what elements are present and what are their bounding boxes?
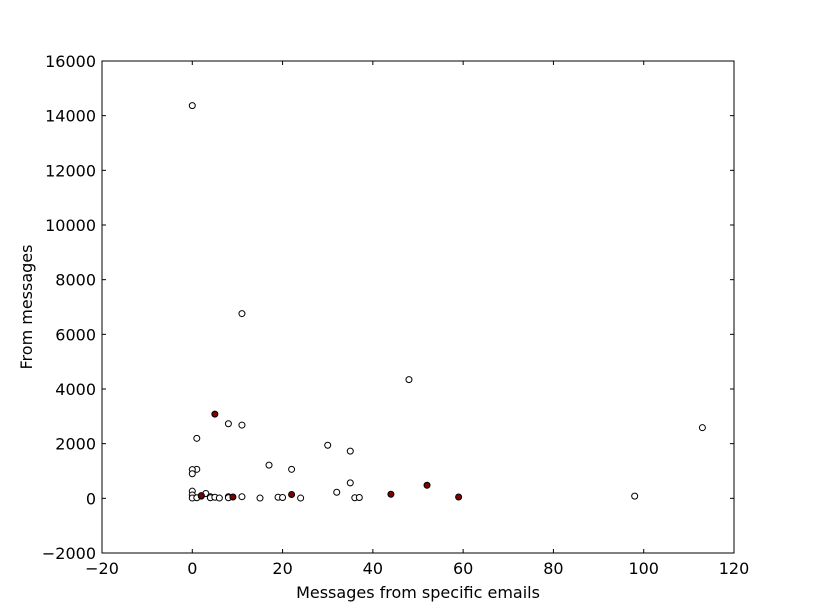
scatter-point xyxy=(423,481,431,489)
y-tick-label: 14000 xyxy=(45,107,96,126)
scatter-point xyxy=(238,493,246,501)
scatter-point xyxy=(333,488,341,496)
points-layer xyxy=(188,102,706,502)
scatter-point xyxy=(211,410,219,418)
scatter-point xyxy=(193,434,201,442)
y-tick-label: 12000 xyxy=(45,161,96,180)
x-tick-label: 20 xyxy=(272,559,292,578)
scatter-point xyxy=(631,492,639,500)
scatter-point xyxy=(288,465,296,473)
scatter-point xyxy=(197,492,205,500)
y-tick-label: 0 xyxy=(86,489,96,508)
y-tick-label: 2000 xyxy=(55,435,96,454)
scatter-point xyxy=(265,461,273,469)
x-tick-label: 100 xyxy=(628,559,659,578)
scatter-point xyxy=(256,494,264,502)
scatter-point xyxy=(279,494,287,502)
scatter-point xyxy=(238,310,246,318)
y-tick-label: 16000 xyxy=(45,52,96,71)
scatter-point xyxy=(224,420,232,428)
scatter-point xyxy=(346,447,354,455)
scatter-point xyxy=(288,491,296,499)
scatter-point xyxy=(455,493,463,501)
x-tick-label: 40 xyxy=(363,559,383,578)
x-axis-label: Messages from specific emails xyxy=(296,583,540,602)
scatter-point xyxy=(346,479,354,487)
scatter-point xyxy=(229,493,237,501)
x-tick-label: 60 xyxy=(453,559,473,578)
x-tick-label: −20 xyxy=(85,559,119,578)
scatter-point xyxy=(387,490,395,498)
y-axis-label: From messages xyxy=(17,245,36,370)
scatter-point xyxy=(238,421,246,429)
plot-area-frame xyxy=(101,60,735,554)
y-tick-label: 6000 xyxy=(55,325,96,344)
x-tick-label: 0 xyxy=(187,559,197,578)
scatter-point xyxy=(698,424,706,432)
scatter-point xyxy=(188,470,196,478)
scatter-point xyxy=(188,102,196,110)
scatter-point xyxy=(355,494,363,502)
scatter-point xyxy=(405,376,413,384)
y-tick-label: 10000 xyxy=(45,216,96,235)
y-tick-label: 8000 xyxy=(55,271,96,290)
x-tick-label: 120 xyxy=(719,559,750,578)
x-tick-label: 80 xyxy=(543,559,563,578)
y-tick-label: −2000 xyxy=(42,544,96,563)
scatter-point xyxy=(297,494,305,502)
scatter-point xyxy=(324,441,332,449)
axis-ticks: −20 0 20 40 60 80 100 120 −2000 0 2000 4000 6000 8000… xyxy=(42,52,749,578)
y-tick-label: 4000 xyxy=(55,380,96,399)
scatter-point xyxy=(215,494,223,502)
